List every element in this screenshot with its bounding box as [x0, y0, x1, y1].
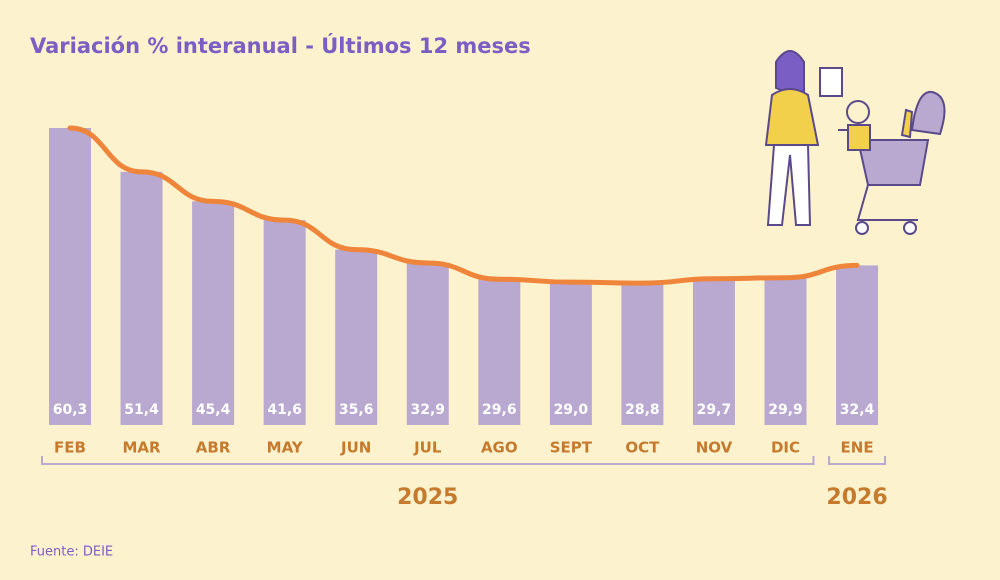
x-tick-label: JUL: [413, 439, 442, 457]
bar: [120, 171, 163, 425]
x-tick-label: ENE: [841, 439, 874, 457]
bar: [263, 220, 306, 425]
bar: [764, 277, 807, 425]
bar: [836, 265, 879, 425]
x-tick-label: FEB: [54, 439, 86, 457]
bar: [192, 201, 235, 425]
value-label: 32,4: [840, 402, 875, 418]
x-tick-label: MAR: [123, 439, 162, 457]
group-bracket: [828, 456, 887, 465]
bar: [621, 283, 664, 425]
value-label: 45,4: [196, 402, 231, 418]
value-label: 29,7: [697, 402, 732, 418]
x-tick-label: SEPT: [550, 439, 593, 457]
x-tick-label: MAY: [267, 439, 304, 457]
source: Fuente: DEIE: [30, 545, 113, 560]
value-label: 51,4: [124, 402, 159, 418]
value-label: 29,0: [554, 402, 589, 418]
value-label: 35,6: [339, 402, 374, 418]
x-tick-label: DIC: [771, 439, 800, 457]
trend-line: [67, 125, 860, 286]
value-label: 41,6: [267, 402, 302, 418]
value-label: 29,6: [482, 402, 517, 418]
bar: [478, 279, 521, 425]
group-bracket: [41, 456, 815, 465]
group-label: 2026: [826, 485, 887, 510]
chart-title: Variación % interanual - Últimos 12 mese…: [30, 33, 531, 58]
bar: [49, 128, 91, 425]
x-tick-label: ABR: [196, 439, 231, 457]
group-label: 2025: [397, 485, 458, 510]
value-label: 28,8: [625, 402, 660, 418]
x-tick-label: AGO: [481, 439, 518, 457]
x-tick-label: JUN: [340, 439, 371, 457]
value-label: 32,9: [410, 402, 445, 418]
value-label: 60,3: [53, 402, 88, 418]
x-tick-label: OCT: [625, 439, 660, 457]
x-tick-label: NOV: [696, 439, 733, 457]
value-label: 29,9: [768, 402, 803, 418]
bar: [549, 282, 592, 425]
bar: [335, 249, 378, 425]
illustration: [764, 50, 946, 235]
bar: [406, 262, 449, 425]
bar: [692, 278, 735, 425]
